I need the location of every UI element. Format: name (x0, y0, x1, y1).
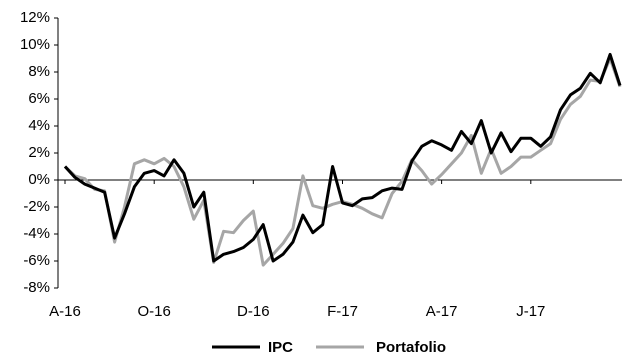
series-line (63, 52, 622, 263)
y-tick-label: 6% (28, 90, 50, 107)
y-tick-label: -4% (23, 225, 50, 242)
y-tick-label: -2% (23, 198, 50, 215)
y-tick-label: 4% (28, 117, 50, 134)
y-tick-label: 8% (28, 63, 50, 80)
x-tick-label: J-17 (516, 303, 545, 320)
y-tick-label: -6% (23, 252, 50, 269)
x-tick-label: F-17 (327, 303, 358, 320)
y-tick-label: 10% (20, 36, 50, 53)
x-tick-label: A-17 (426, 303, 458, 320)
series-line (63, 57, 622, 267)
y-tick-label: 0% (28, 171, 50, 188)
y-tick-label: 12% (20, 9, 50, 26)
legend-label: Portafolio (376, 339, 446, 356)
y-tick-label: 2% (28, 144, 50, 161)
x-tick-label: A-16 (49, 303, 81, 320)
legend-label: IPC (268, 339, 293, 356)
y-tick-label: -8% (23, 279, 50, 296)
x-tick-label: D-16 (237, 303, 270, 320)
x-tick-label: O-16 (138, 303, 171, 320)
